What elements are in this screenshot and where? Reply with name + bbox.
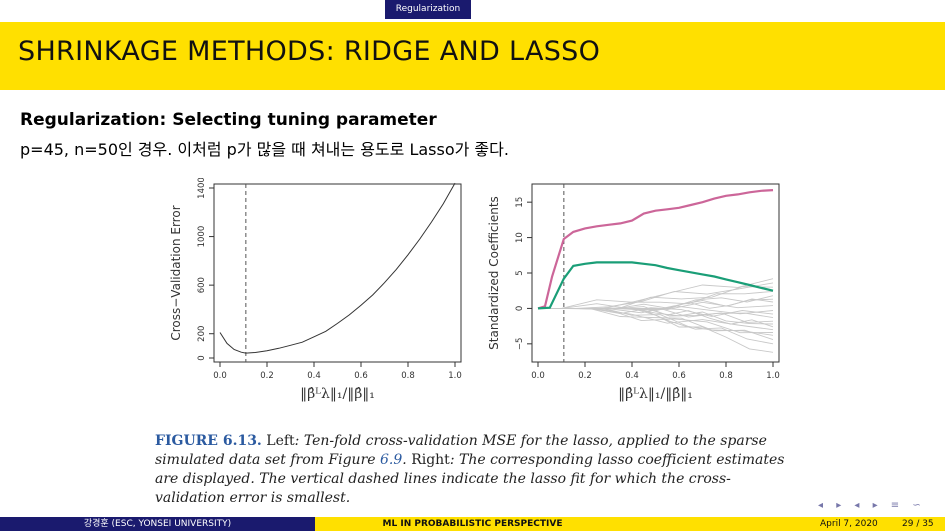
top-nav-bar: Regularization bbox=[0, 0, 945, 19]
minor-coefficient-path bbox=[538, 282, 774, 309]
series-line-0 bbox=[219, 182, 456, 354]
x-tick-label: 0.2 bbox=[578, 371, 592, 381]
minor-coefficient-path bbox=[538, 307, 774, 353]
cv-error-plot: 0.0 0.2 0.4 0.6 0.8 1.0 0 200 600 1000 1400 ‖β̂ᴸλ‖₁… bbox=[169, 178, 462, 402]
footer-right: April 7, 2020 29 / 35 bbox=[630, 517, 945, 531]
figure-caption: FIGURE 6.13. Left: Ten-fold cross-valida… bbox=[155, 432, 795, 508]
minor-coefficient-path bbox=[538, 307, 774, 328]
y-tick-label: 1400 bbox=[197, 178, 207, 199]
x-tick-label: 0.0 bbox=[213, 371, 227, 381]
y-tick-label: −5 bbox=[515, 338, 525, 351]
coefficients-plot: 0.0 0.2 0.4 0.6 0.8 1.0 −5 0 5 10 15 ‖β̂ᴸλ‖₁/‖β̂‖₁ S… bbox=[487, 183, 780, 402]
slide-title: SHRINKAGE METHODS: RIDGE AND LASSO bbox=[18, 36, 601, 67]
caption-right: Right bbox=[411, 452, 450, 468]
y-axis-label: Cross−Validation Error bbox=[169, 205, 183, 340]
footer-date: April 7, 2020 bbox=[820, 519, 878, 529]
footer: 강경훈 (ESC, YONSEI UNIVERSITY) ML IN PROBA… bbox=[0, 517, 945, 531]
y-tick-label: 5 bbox=[515, 270, 525, 275]
caption-fig-ref[interactable]: 6.9 bbox=[380, 452, 403, 468]
caption-left: Left bbox=[266, 433, 295, 449]
plot-frame bbox=[213, 183, 462, 363]
caption-text-1: : Ten-fold cross-validation MSE for the … bbox=[155, 433, 767, 468]
subheading: Regularization: Selecting tuning paramet… bbox=[20, 110, 437, 130]
x-tick-label: 0.6 bbox=[672, 371, 686, 381]
y-tick-label: 200 bbox=[197, 326, 207, 342]
x-tick-label: 0.4 bbox=[625, 371, 639, 381]
series-line-1 bbox=[537, 261, 774, 310]
footer-course: ML IN PROBABILISTIC PERSPECTIVE bbox=[315, 517, 630, 531]
y-tick-label: 600 bbox=[197, 277, 207, 293]
x-axis-label: ‖β̂ᴸλ‖₁/‖β̂‖₁ bbox=[618, 386, 693, 402]
title-bar: SHRINKAGE METHODS: RIDGE AND LASSO bbox=[0, 22, 945, 90]
section-label[interactable]: Regularization bbox=[385, 0, 471, 19]
minor-coefficient-path bbox=[538, 307, 774, 341]
y-tick-label: 0 bbox=[197, 355, 207, 360]
caption-text-3: : The corresponding lasso coefficient es… bbox=[155, 452, 785, 506]
series-line-0 bbox=[537, 189, 774, 310]
x-tick-label: 1.0 bbox=[448, 371, 462, 381]
caption-text-2: . bbox=[402, 452, 412, 468]
x-tick-label: 0.2 bbox=[260, 371, 274, 381]
x-tick-label: 0.8 bbox=[719, 371, 733, 381]
footer-author: 강경훈 (ESC, YONSEI UNIVERSITY) bbox=[0, 517, 315, 531]
caption-label: FIGURE 6.13. bbox=[155, 433, 262, 449]
x-tick-label: 0.4 bbox=[307, 371, 321, 381]
body-text: p=45, n=50인 경우. 이처럼 p가 많을 때 쳐내는 용도로 Lass… bbox=[20, 140, 509, 159]
y-axis-label: Standardized Coefficients bbox=[487, 196, 501, 350]
y-tick-label: 1000 bbox=[197, 226, 207, 248]
y-tick-label: 15 bbox=[515, 197, 525, 208]
x-axis-label: ‖β̂ᴸλ‖₁/‖β̂‖₁ bbox=[300, 386, 375, 402]
y-tick-label: 0 bbox=[515, 306, 525, 311]
x-tick-label: 0.8 bbox=[401, 371, 415, 381]
x-tick-label: 0.6 bbox=[354, 371, 368, 381]
footer-page: 29 / 35 bbox=[902, 519, 934, 529]
minor-coefficient-path bbox=[538, 290, 774, 309]
y-tick-label: 10 bbox=[515, 232, 525, 243]
x-tick-label: 0.0 bbox=[531, 371, 545, 381]
x-tick-label: 1.0 bbox=[766, 371, 780, 381]
beamer-nav-icons[interactable]: ◂ ▸ ◂ ▸ ≡ ∽ bbox=[818, 500, 926, 511]
